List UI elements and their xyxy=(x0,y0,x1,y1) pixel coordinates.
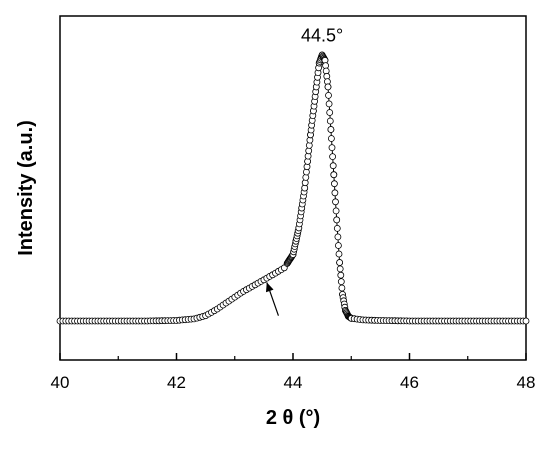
plot-frame xyxy=(60,16,526,360)
data-point xyxy=(337,266,343,272)
data-point xyxy=(325,84,331,90)
data-point xyxy=(329,145,335,151)
data-point xyxy=(327,118,333,124)
data-point xyxy=(338,272,344,278)
data-point xyxy=(333,208,339,214)
series-line xyxy=(60,55,526,321)
data-point xyxy=(328,127,334,133)
data-point xyxy=(335,243,341,249)
data-point xyxy=(338,279,344,285)
x-tick-label: 44 xyxy=(284,373,303,392)
y-axis-title: Intensity (a.u.) xyxy=(15,120,37,256)
data-point xyxy=(334,225,340,231)
data-point xyxy=(327,110,333,116)
data-point xyxy=(326,101,332,107)
data-point xyxy=(330,163,336,169)
data-point xyxy=(337,260,343,266)
x-tick-label: 42 xyxy=(167,373,186,392)
data-points xyxy=(57,52,529,324)
data-point xyxy=(326,92,332,98)
data-point xyxy=(331,181,337,187)
x-tick-label: 46 xyxy=(400,373,419,392)
data-point xyxy=(328,136,334,142)
data-point xyxy=(331,172,337,178)
x-ticks: 40 42 44 46 48 xyxy=(51,353,536,392)
x-tick-label: 40 xyxy=(51,373,70,392)
data-point xyxy=(330,154,336,160)
data-point xyxy=(334,217,340,223)
peak-label: 44.5° xyxy=(301,26,343,46)
data-point xyxy=(335,234,341,240)
data-point xyxy=(339,285,345,291)
shoulder-arrow-head xyxy=(266,282,274,292)
x-axis-title: 2 θ (°) xyxy=(266,407,320,429)
data-point xyxy=(336,251,342,257)
data-point xyxy=(332,190,338,196)
data-point xyxy=(523,318,529,324)
data-point xyxy=(333,199,339,205)
x-tick-label: 48 xyxy=(517,373,536,392)
